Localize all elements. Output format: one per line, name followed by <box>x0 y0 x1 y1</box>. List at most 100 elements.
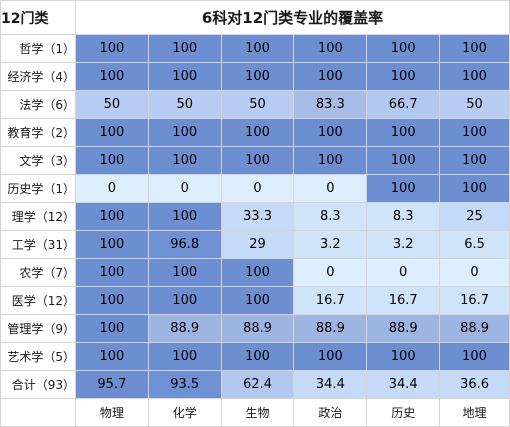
row-label-cell[interactable]: 医学（12） <box>0 286 76 315</box>
coverage-cell[interactable]: 100 <box>220 118 295 147</box>
coverage-cell[interactable]: 33.3 <box>220 202 295 231</box>
row-label-cell[interactable]: 文学（3） <box>0 146 76 175</box>
coverage-cell[interactable]: 96.8 <box>147 230 222 259</box>
coverage-cell[interactable]: 100 <box>366 174 441 203</box>
coverage-cell[interactable]: 8.3 <box>293 202 368 231</box>
coverage-cell[interactable]: 100 <box>439 146 510 175</box>
coverage-cell[interactable]: 100 <box>74 286 149 315</box>
coverage-cell[interactable]: 100 <box>366 62 441 91</box>
coverage-cell[interactable]: 100 <box>147 258 222 287</box>
column-header[interactable]: 政治 <box>293 398 368 427</box>
coverage-cell[interactable]: 36.6 <box>439 370 510 399</box>
coverage-cell[interactable]: 100 <box>147 342 222 371</box>
coverage-cell[interactable]: 16.7 <box>366 286 441 315</box>
coverage-cell[interactable]: 29 <box>220 230 295 259</box>
coverage-cell[interactable]: 100 <box>147 34 222 63</box>
coverage-cell[interactable]: 100 <box>147 62 222 91</box>
coverage-cell[interactable]: 100 <box>439 62 510 91</box>
coverage-cell[interactable]: 93.5 <box>147 370 222 399</box>
coverage-cell[interactable]: 100 <box>366 146 441 175</box>
coverage-cell[interactable]: 100 <box>220 258 295 287</box>
coverage-cell[interactable]: 0 <box>293 174 368 203</box>
coverage-cell[interactable]: 100 <box>293 34 368 63</box>
coverage-cell[interactable]: 0 <box>147 174 222 203</box>
row-label-cell[interactable]: 哲学（1） <box>0 34 76 63</box>
column-header[interactable]: 生物 <box>220 398 295 427</box>
coverage-cell[interactable]: 0 <box>74 174 149 203</box>
column-header[interactable]: 历史 <box>366 398 441 427</box>
coverage-cell[interactable]: 0 <box>366 258 441 287</box>
column-header[interactable]: 物理 <box>74 398 149 427</box>
coverage-cell[interactable]: 25 <box>439 202 510 231</box>
coverage-cell[interactable]: 0 <box>293 258 368 287</box>
coverage-cell[interactable]: 100 <box>220 34 295 63</box>
row-label-cell[interactable]: 农学（7） <box>0 258 76 287</box>
coverage-cell[interactable]: 34.4 <box>366 370 441 399</box>
row-label-cell[interactable]: 法学（6） <box>0 90 76 119</box>
coverage-cell[interactable]: 100 <box>439 174 510 203</box>
coverage-cell[interactable]: 100 <box>74 258 149 287</box>
coverage-cell[interactable]: 100 <box>147 202 222 231</box>
coverage-cell[interactable]: 50 <box>147 90 222 119</box>
coverage-cell[interactable]: 100 <box>220 146 295 175</box>
coverage-cell[interactable]: 34.4 <box>293 370 368 399</box>
coverage-cell[interactable]: 100 <box>439 342 510 371</box>
row-label-cell[interactable]: 艺术学（5） <box>0 342 76 371</box>
coverage-cell[interactable]: 88.9 <box>220 314 295 343</box>
row-label-cell[interactable]: 经济学（4） <box>0 62 76 91</box>
coverage-cell[interactable]: 88.9 <box>293 314 368 343</box>
coverage-cell[interactable]: 0 <box>220 174 295 203</box>
coverage-cell[interactable]: 95.7 <box>74 370 149 399</box>
coverage-cell[interactable]: 66.7 <box>366 90 441 119</box>
coverage-cell[interactable]: 100 <box>366 342 441 371</box>
row-label-cell[interactable]: 合计（93） <box>0 370 76 399</box>
row-label-cell[interactable]: 工学（31） <box>0 230 76 259</box>
coverage-cell[interactable]: 100 <box>74 314 149 343</box>
column-header[interactable]: 地理 <box>439 398 510 427</box>
coverage-cell[interactable]: 88.9 <box>147 314 222 343</box>
coverage-cell[interactable]: 83.3 <box>293 90 368 119</box>
coverage-cell[interactable]: 3.2 <box>366 230 441 259</box>
coverage-cell[interactable]: 100 <box>293 146 368 175</box>
coverage-cell[interactable]: 100 <box>220 342 295 371</box>
coverage-cell[interactable]: 100 <box>220 62 295 91</box>
coverage-cell[interactable]: 6.5 <box>439 230 510 259</box>
coverage-cell[interactable]: 100 <box>147 146 222 175</box>
coverage-cell[interactable]: 50 <box>439 90 510 119</box>
coverage-cell[interactable]: 100 <box>147 118 222 147</box>
coverage-cell[interactable]: 88.9 <box>366 314 441 343</box>
coverage-cell[interactable]: 100 <box>74 118 149 147</box>
coverage-cell[interactable]: 100 <box>366 34 441 63</box>
coverage-cell[interactable]: 16.7 <box>293 286 368 315</box>
coverage-cell[interactable]: 8.3 <box>366 202 441 231</box>
coverage-cell[interactable]: 50 <box>74 90 149 119</box>
coverage-cell[interactable]: 100 <box>293 118 368 147</box>
coverage-cell[interactable]: 0 <box>439 258 510 287</box>
coverage-cell[interactable]: 100 <box>439 118 510 147</box>
coverage-cell[interactable]: 100 <box>74 146 149 175</box>
row-label-cell[interactable]: 历史学（1） <box>0 174 76 203</box>
row-label-cell[interactable]: 管理学（9） <box>0 314 76 343</box>
coverage-cell[interactable]: 3.2 <box>293 230 368 259</box>
coverage-cell[interactable]: 88.9 <box>439 314 510 343</box>
row-label-cell[interactable]: 教育学（2） <box>0 118 76 147</box>
coverage-cell[interactable]: 100 <box>74 62 149 91</box>
column-header[interactable]: 化学 <box>147 398 222 427</box>
table-title[interactable]: 6科对12门类专业的覆盖率 <box>74 0 510 35</box>
coverage-cell[interactable]: 100 <box>74 342 149 371</box>
row-label-cell[interactable]: 理学（12） <box>0 202 76 231</box>
coverage-cell[interactable]: 62.4 <box>220 370 295 399</box>
coverage-cell[interactable]: 100 <box>439 34 510 63</box>
coverage-cell[interactable]: 100 <box>147 286 222 315</box>
coverage-cell[interactable]: 100 <box>293 62 368 91</box>
coverage-cell[interactable]: 100 <box>74 34 149 63</box>
coverage-cell[interactable]: 50 <box>220 90 295 119</box>
coverage-cell[interactable]: 16.7 <box>439 286 510 315</box>
coverage-cell[interactable]: 100 <box>366 118 441 147</box>
coverage-cell[interactable]: 100 <box>74 202 149 231</box>
coverage-cell[interactable]: 100 <box>220 286 295 315</box>
empty-corner-cell[interactable] <box>0 398 76 427</box>
corner-label[interactable]: 12门类 <box>0 0 76 35</box>
coverage-cell[interactable]: 100 <box>74 230 149 259</box>
coverage-cell[interactable]: 100 <box>293 342 368 371</box>
